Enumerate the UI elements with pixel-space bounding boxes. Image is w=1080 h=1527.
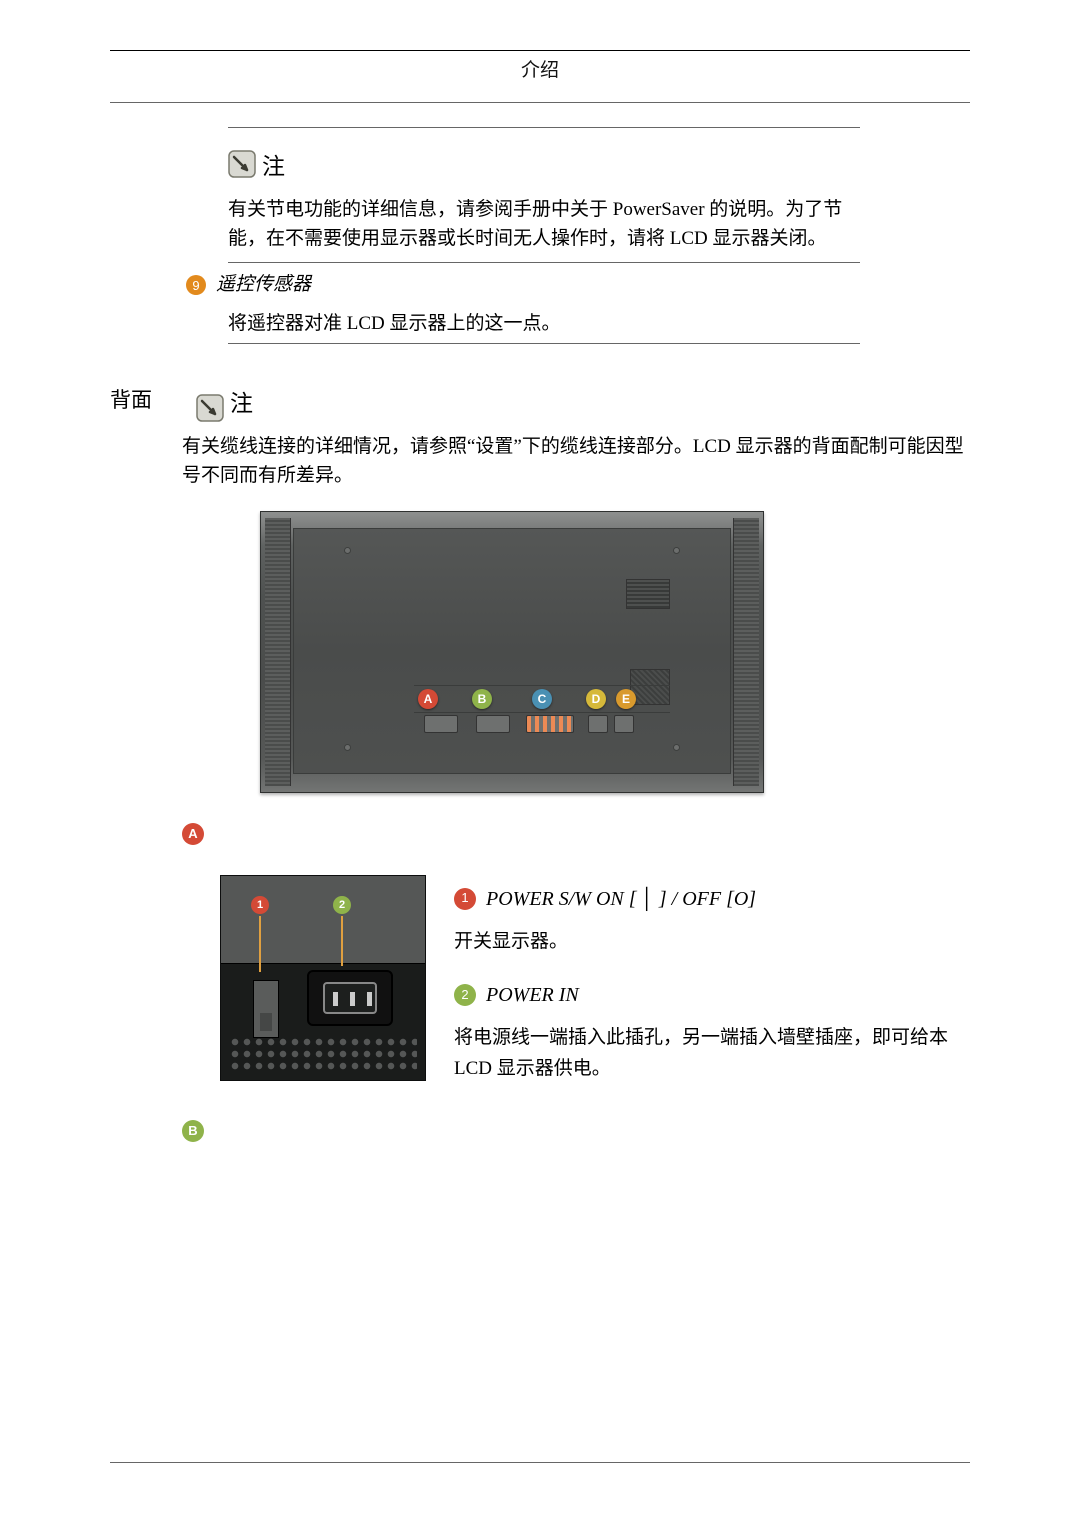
closeup-chip-2: 2 bbox=[333, 896, 351, 914]
leader-line bbox=[259, 916, 261, 972]
screw-hole bbox=[344, 744, 351, 751]
port bbox=[476, 715, 510, 733]
note-text-2: 有关缆线连接的详细情况，请参照“设置”下的缆线连接部分。LCD 显示器的背面配制… bbox=[182, 432, 970, 491]
rear-panel-figure: A B C D E bbox=[260, 511, 764, 793]
label-c-chip: C bbox=[532, 689, 552, 709]
label-e-chip: E bbox=[616, 689, 636, 709]
port bbox=[526, 715, 574, 733]
inset-rule-1 bbox=[228, 127, 860, 128]
note-block-2: 注 bbox=[196, 384, 253, 418]
note-icon bbox=[228, 150, 256, 178]
section-a-chip: A bbox=[182, 823, 204, 845]
closeup-chip-1: 1 bbox=[251, 896, 269, 914]
note-icon bbox=[196, 394, 224, 422]
port bbox=[614, 715, 634, 733]
desc-1-title: POWER S/W ON [ │ ] / OFF [O] bbox=[486, 883, 756, 915]
desc-chip-2: 2 bbox=[454, 984, 476, 1006]
rear-inner: A B C D E bbox=[293, 528, 731, 774]
power-switch bbox=[253, 980, 279, 1038]
port bbox=[588, 715, 608, 733]
vent bbox=[626, 579, 670, 609]
note-label: 注 bbox=[230, 384, 253, 418]
inset-rule-2 bbox=[228, 262, 860, 263]
leader-line bbox=[341, 916, 343, 966]
desc-2-title: POWER IN bbox=[486, 979, 579, 1011]
item-9-title: 遥控传感器 bbox=[216, 269, 311, 296]
closeup-a-figure: 1 2 bbox=[220, 875, 426, 1081]
note-block-1: 注 bbox=[228, 146, 970, 181]
port bbox=[424, 715, 458, 733]
label-d-chip: D bbox=[586, 689, 606, 709]
top-rule bbox=[110, 50, 970, 51]
note-text-1: 有关节电功能的详细信息，请参阅手册中关于 PowerSaver 的说明。为了节能… bbox=[228, 195, 860, 254]
page-title: 介绍 bbox=[110, 55, 970, 86]
desc-2-text: 将电源线一端插入此插孔，另一端插入墙壁插座，即可给本 LCD 显示器供电。 bbox=[454, 1023, 970, 1084]
desc-1-text: 开关显示器。 bbox=[454, 927, 970, 957]
inset-rule-3 bbox=[228, 343, 860, 344]
item-9-desc: 将遥控器对准 LCD 显示器上的这一点。 bbox=[228, 308, 970, 335]
item-9-row: 9 遥控传感器 bbox=[186, 269, 970, 296]
bottom-rule bbox=[110, 1462, 970, 1463]
vent-dots bbox=[229, 1036, 417, 1074]
note-label: 注 bbox=[262, 147, 285, 181]
rear-side-right bbox=[733, 518, 759, 786]
item-9-badge: 9 bbox=[186, 275, 206, 295]
section-a-desc: 1 POWER S/W ON [ │ ] / OFF [O] 开关显示器。 2 … bbox=[454, 875, 970, 1084]
label-a-chip: A bbox=[418, 689, 438, 709]
power-socket bbox=[307, 970, 393, 1026]
screw-hole bbox=[673, 547, 680, 554]
section-b-chip: B bbox=[182, 1120, 204, 1142]
label-b-chip: B bbox=[472, 689, 492, 709]
rear-side-left bbox=[265, 518, 291, 786]
section-a-row: 1 2 1 POWER S/W ON [ │ ] / OFF [O] 开关显示器… bbox=[220, 875, 970, 1084]
closeup-top bbox=[221, 876, 425, 964]
header-rule bbox=[110, 102, 970, 103]
side-heading: 背面 bbox=[110, 384, 152, 414]
desc-chip-1: 1 bbox=[454, 888, 476, 910]
screw-hole bbox=[344, 547, 351, 554]
screw-hole bbox=[673, 744, 680, 751]
